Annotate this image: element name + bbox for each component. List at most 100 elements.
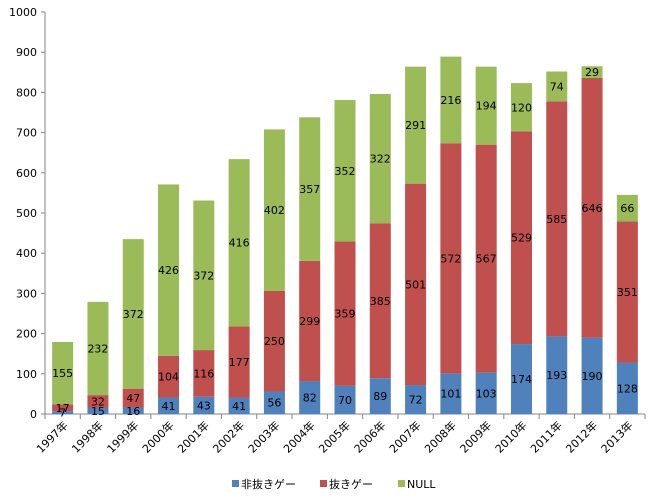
data-label: 15 (91, 405, 105, 418)
y-tick-label: 300 (16, 287, 37, 300)
legend-label: 非抜きゲー (241, 477, 296, 491)
data-label: 501 (405, 278, 426, 291)
y-tick-label: 900 (16, 46, 37, 59)
bar-segment-3 (334, 100, 356, 242)
data-label: 299 (299, 315, 320, 328)
y-tick-label: 800 (16, 86, 37, 99)
bar-segment-3 (369, 94, 391, 224)
bar-segment-1 (122, 407, 144, 414)
data-label: 416 (229, 237, 250, 250)
bar-segment-3 (263, 129, 285, 291)
x-tick-label: 2002年 (210, 418, 247, 455)
bar-segment-3 (440, 56, 462, 144)
data-label: 250 (264, 335, 285, 348)
data-label: 101 (440, 388, 461, 401)
data-label: 103 (476, 387, 497, 400)
bar-segment-1 (158, 397, 180, 414)
legend-swatch (398, 480, 405, 487)
bar-segment-2 (405, 183, 427, 386)
bar-segment-1 (228, 397, 250, 414)
data-label: 194 (476, 100, 497, 113)
data-label: 351 (617, 286, 638, 299)
bar-segment-2 (299, 260, 321, 382)
bar-segment-1 (299, 381, 321, 414)
data-label: 120 (511, 101, 532, 114)
data-label: 232 (87, 342, 108, 355)
data-label: 190 (582, 370, 603, 383)
data-label: 372 (123, 308, 144, 321)
data-label: 56 (267, 397, 281, 410)
bar-segment-1 (405, 385, 427, 414)
data-label: 104 (158, 371, 179, 384)
bar-segment-3 (228, 159, 250, 327)
data-label: 174 (511, 373, 532, 386)
bar-segment-1 (616, 362, 638, 414)
data-label: 116 (193, 367, 214, 380)
x-tick-label: 2006年 (351, 418, 388, 455)
data-label: 385 (370, 295, 391, 308)
data-label: 7 (59, 407, 66, 420)
bar-segment-1 (475, 372, 497, 414)
x-tick-label: 2009年 (457, 418, 494, 455)
legend-swatch (232, 480, 239, 487)
bar-segment-3 (158, 184, 180, 356)
y-tick-label: 500 (16, 207, 37, 220)
x-tick-label: 1999年 (104, 418, 141, 455)
bar-segment-3 (510, 83, 532, 132)
data-label: 89 (373, 390, 387, 403)
bar-segment-2 (87, 395, 109, 408)
data-label: 17 (56, 402, 70, 415)
data-label: 193 (546, 369, 567, 382)
data-label: 357 (299, 183, 320, 196)
y-tick-label: 1000 (9, 6, 37, 19)
x-tick-label: 2008年 (422, 418, 459, 455)
data-label: 41 (162, 400, 176, 413)
bar-segment-1 (52, 411, 74, 414)
y-tick-label: 100 (16, 368, 37, 381)
x-tick-label: 2012年 (563, 418, 600, 455)
bar-segment-2 (581, 77, 603, 338)
bar-segment-2 (369, 223, 391, 379)
bar-segment-3 (122, 239, 144, 389)
data-label: 29 (585, 66, 599, 79)
x-tick-label: 2005年 (316, 418, 353, 455)
bar-segment-1 (193, 396, 215, 414)
data-label: 322 (370, 153, 391, 166)
bar-segment-2 (334, 241, 356, 386)
data-label: 32 (91, 396, 105, 409)
x-tick-label: 2010年 (492, 418, 529, 455)
data-label: 572 (440, 252, 461, 265)
data-label: 646 (582, 202, 603, 215)
data-label: 585 (546, 213, 567, 226)
bar-segment-1 (510, 344, 532, 414)
x-tick-label: 1997年 (33, 418, 70, 455)
data-label: 352 (335, 165, 356, 178)
bar-segment-1 (263, 391, 285, 414)
data-label: 128 (617, 382, 638, 395)
data-label: 177 (229, 356, 250, 369)
data-label: 16 (126, 405, 140, 418)
data-label: 155 (52, 367, 73, 380)
bar-segment-3 (193, 200, 215, 351)
bar-segment-1 (546, 336, 568, 414)
bar-segment-1 (581, 337, 603, 414)
bars (52, 56, 638, 414)
bar-segment-2 (193, 350, 215, 397)
data-label: 402 (264, 204, 285, 217)
bar-segment-2 (158, 355, 180, 398)
bar-segment-3 (475, 66, 497, 145)
bar-segment-2 (440, 143, 462, 374)
bar-segment-2 (475, 144, 497, 373)
bar-segment-2 (122, 388, 144, 408)
bar-segment-2 (52, 404, 74, 412)
y-tick-label: 700 (16, 127, 37, 140)
x-tick-label: 2013年 (598, 418, 635, 455)
bar-segment-1 (334, 385, 356, 414)
y-tick-label: 0 (30, 408, 37, 421)
bar-segment-1 (369, 378, 391, 414)
bar-segment-3 (52, 342, 74, 405)
bar-segment-1 (440, 373, 462, 414)
data-label: 529 (511, 232, 532, 245)
data-label: 43 (197, 399, 211, 412)
